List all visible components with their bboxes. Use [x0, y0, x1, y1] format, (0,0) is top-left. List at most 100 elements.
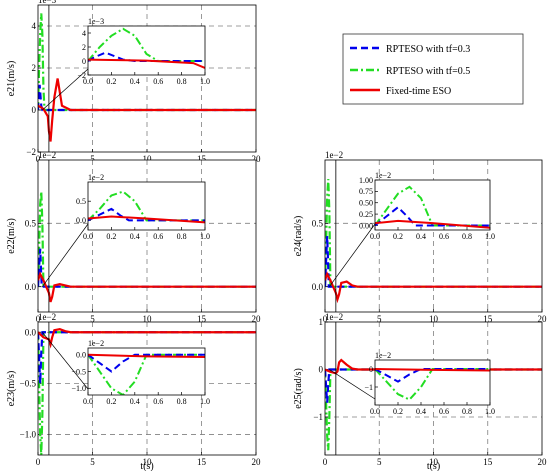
e23-inset: 0.0 0.2 0.4 0.6 0.8 1.0−1.0−0.50.01e−2	[71, 339, 210, 406]
e21-xtick-label: 0	[36, 154, 41, 164]
e25-inset-exponent-label: 1e−2	[375, 351, 391, 360]
e23-xtick-label: 10	[143, 457, 153, 467]
e22-inset-xtick-label: 0.8	[177, 232, 187, 241]
e24-inset-ytick-label: 0.00	[359, 221, 373, 230]
e22-inset-xtick-label: 1.0	[200, 232, 210, 241]
e23-xtick-label: 15	[197, 457, 207, 467]
e21-ytick-label: −2	[26, 147, 36, 157]
e24-inset-ytick-label: 0.75	[359, 187, 373, 196]
e25-inset-ytick-label: −1	[364, 383, 373, 392]
panel-e24: 0 5 10 15 20 0.0 0.5 1e−2 e24(rad/s) 0.0 0.2 0.4 0.6…	[293, 150, 547, 324]
e22-inset-xtick-label: 0.6	[153, 232, 163, 241]
e25-ytick-label: 1	[319, 317, 324, 327]
e25-ytick-label: −1	[313, 412, 323, 422]
e22-ytick-label: 0.0	[25, 282, 37, 292]
e22-xtick-label: 5	[90, 314, 95, 324]
e24-inset-frame	[374, 179, 491, 231]
e22-xtick-label: 15	[197, 314, 207, 324]
e22-inset-connector	[42, 223, 89, 287]
e25-xtick-label: 15	[483, 457, 493, 467]
e25-inset-connector	[329, 369, 376, 400]
e22-inset-series-blue	[88, 207, 205, 222]
e24-xtick-label: 0	[323, 314, 328, 324]
e25-series-blue	[325, 368, 542, 403]
e24-xtick-label: 5	[377, 314, 382, 324]
e24-series-blue	[325, 235, 542, 288]
e25-exponent-label: 1e−2	[325, 312, 343, 322]
e25-inset-xtick-label: 0.8	[462, 407, 472, 416]
e22-xtick-label: 10	[143, 314, 153, 324]
e23-axes-frame	[37, 321, 257, 456]
e23-series-blue	[38, 331, 256, 384]
e25-xtick-label: 0	[323, 457, 328, 467]
e23-inset-xtick-label: 0.6	[153, 397, 163, 406]
legend-label-fixed-time-eso: Fixed-time ESO	[386, 86, 451, 97]
e24-ytick-label: 0.0	[312, 282, 324, 292]
e24-inset-ytick-label: 1.00	[359, 176, 373, 185]
e23-inset-ytick-label: −0.5	[71, 367, 86, 376]
e25-inset-series-red	[375, 368, 490, 372]
e25-xlabel: t(s)	[427, 461, 440, 471]
e21-inset-xtick-label: 0.0	[83, 77, 93, 86]
e23-inset-connector	[42, 332, 89, 390]
e21-inset-frame	[87, 25, 206, 76]
e23-xtick-label: 0	[36, 457, 41, 467]
e22-inset-ytick-label: 0.0	[76, 216, 86, 225]
e23-ytick-label: −0.5	[20, 379, 37, 389]
e25-ytick-label: 0	[319, 365, 324, 375]
e21-ytick-label: 4	[32, 21, 37, 31]
e24-inset-ytick-label: 0.50	[359, 199, 373, 208]
e21-ytick-label: 2	[32, 63, 37, 73]
e21-inset-connector	[42, 68, 89, 111]
e21-inset-xtick-label: 0.2	[106, 77, 116, 86]
e24-inset: 0.0 0.2 0.4 0.6 0.8 1.0 0.00 0.25 0.50 0.75 1.001e…	[359, 171, 495, 241]
e24-inset-xtick-label: 0.4	[416, 232, 426, 241]
e25-xtick-label: 20	[538, 457, 548, 467]
legend: RPTESO with tf=0.3 RPTESO with tf=0.5 Fi…	[342, 33, 524, 105]
e22-inset: 0.0 0.2 0.4 0.6 0.8 1.0 0.0 0.5 1e−2	[76, 173, 210, 241]
e24-inset-series-blue	[375, 205, 490, 227]
e23-inset-xtick-label: 0.0	[83, 397, 93, 406]
e22-inset-exponent-label: 1e−2	[88, 173, 104, 182]
e23-inset-frame	[87, 347, 206, 396]
e21-inset-xtick-label: 0.6	[153, 77, 163, 86]
e25-inset-ytick-label: 0	[369, 365, 373, 374]
e23-xlabel: t(s)	[140, 461, 153, 471]
e21-inset-xtick-label: 1.0	[200, 77, 210, 86]
e22-exponent-label: 1e−2	[38, 150, 56, 160]
e24-xtick-label: 10	[429, 314, 439, 324]
e24-inset-xtick-label: 0.2	[393, 232, 403, 241]
e24-inset-series-red	[375, 219, 490, 229]
e21-ylabel: e21(m/s)	[6, 61, 17, 97]
e21-inset-xtick-label: 0.4	[130, 77, 140, 86]
e21-axes-frame	[37, 4, 257, 153]
e22-inset-xtick-label: 0.0	[83, 232, 93, 241]
e25-inset-xtick-label: 0.4	[416, 407, 426, 416]
e24-inset-connector	[329, 223, 376, 287]
e22-inset-xtick-label: 0.2	[106, 232, 116, 241]
e25-inset-series-blue	[375, 368, 490, 383]
e22-ytick-label: 0.5	[25, 218, 37, 228]
e25-inset-xtick-label: 0.0	[370, 407, 380, 416]
e24-ylabel: e24(rad/s)	[293, 216, 304, 257]
e21-inset-exponent-label: 1e−3	[88, 17, 104, 26]
e25-xtick-label: 10	[429, 457, 439, 467]
e23-inset-xtick-label: 1.0	[200, 397, 210, 406]
e22-inset-plot-area	[88, 182, 205, 230]
e25-inset: 0.0 0.2 0.4 0.6 0.8 1.0 −1 01e−2	[364, 351, 495, 416]
e23-inset-ytick-label: −1.0	[71, 384, 86, 393]
e23-xtick-label: 5	[90, 457, 95, 467]
e21-inset-plot-area	[88, 26, 205, 75]
e24-inset-xtick-label: 0.0	[370, 232, 380, 241]
e21-xtick-label: 5	[90, 154, 95, 164]
e22-xtick-label: 0	[36, 314, 41, 324]
e24-inset-xtick-label: 0.6	[439, 232, 449, 241]
e25-xtick-label: 5	[377, 457, 382, 467]
legend-label-rpteso-0.5: RPTESO with tf=0.5	[386, 66, 470, 77]
e23-ylabel: e23(m/s)	[6, 371, 17, 407]
e24-inset-ytick-label: 0.25	[359, 210, 373, 219]
e25-inset-frame	[374, 359, 491, 406]
e24-xtick-label: 20	[538, 314, 548, 324]
